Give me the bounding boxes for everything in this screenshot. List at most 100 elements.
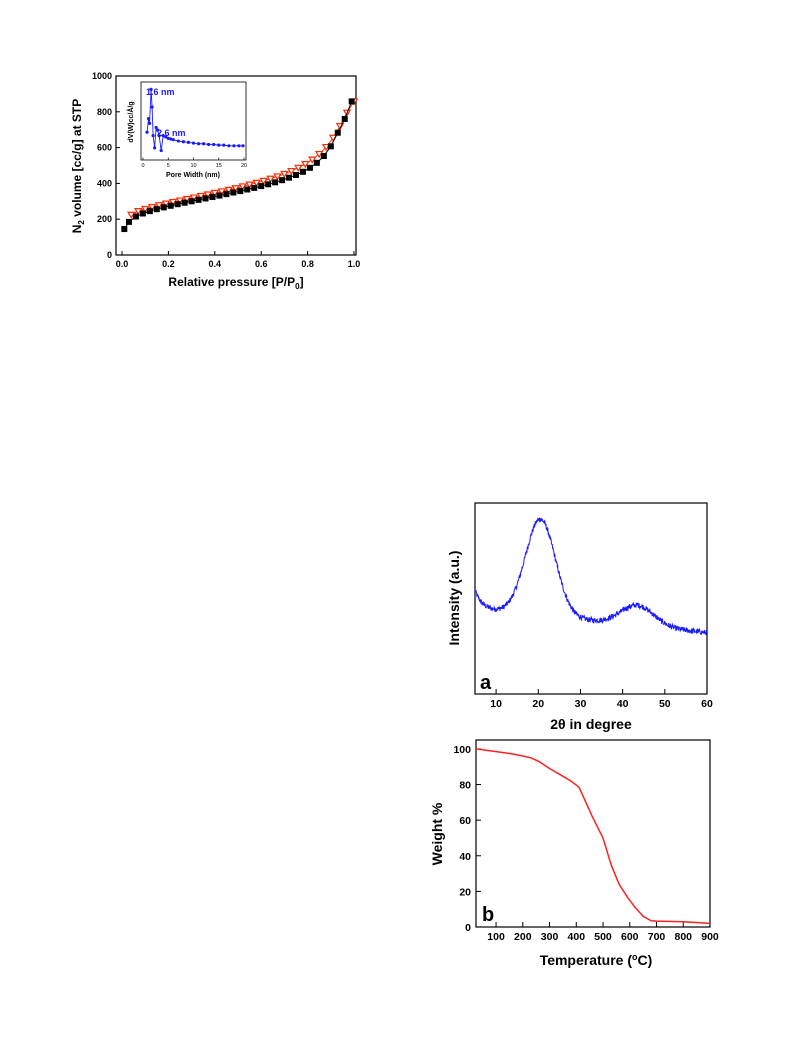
adsorption-point: [299, 168, 306, 175]
tga-x-tick-label: 900: [701, 931, 719, 943]
xrd-pattern-line: [474, 517, 708, 636]
desorption-point: [203, 191, 213, 199]
adsorption-point: [125, 218, 132, 225]
xrd-x-axis-label: 2θ in degree: [550, 716, 632, 732]
isotherm-x-tick-label: 0.8: [301, 259, 314, 269]
desorption-point: [127, 211, 136, 219]
pore-size-inset: 0 5 10 15 20 Pore Width (nm) dV(W)cc/Å/g 1.6…: [126, 81, 247, 179]
adsorption-point: [223, 191, 230, 198]
adsorption-point: [160, 204, 167, 211]
adsorption-point: [139, 210, 146, 217]
desorption-point: [245, 181, 254, 189]
tga-y-tick-label: 0: [465, 922, 471, 934]
psd-point: [237, 144, 241, 148]
xrd-x-tick-label: 30: [575, 698, 587, 710]
inset-y-axis-label: dV(W)cc/Å/g: [126, 101, 135, 142]
adsorption-point: [279, 177, 286, 184]
tga-y-tick-label: 40: [459, 851, 471, 863]
desorption-point: [133, 208, 143, 216]
isotherm-x-tick-label: 0.0: [116, 259, 129, 269]
psd-point: [151, 134, 155, 138]
inset-x-tick-label: 15: [216, 163, 222, 169]
psd-point: [153, 146, 157, 150]
psd-point: [145, 130, 149, 134]
adsorption-point: [306, 164, 313, 171]
isotherm-x-tick-label: 0.2: [162, 259, 175, 269]
adsorption-point: [293, 171, 299, 178]
isotherm-y-tick-label: 1000: [92, 71, 112, 81]
desorption-point: [182, 195, 192, 204]
adsorption-point: [121, 226, 128, 233]
tga-x-tick-label: 600: [621, 931, 639, 943]
tga-x-tick-label: 500: [594, 931, 612, 943]
isotherm-y-tick-label: 800: [97, 107, 112, 117]
xrd-x-tick-label: 10: [490, 698, 502, 710]
adsorption-point: [230, 189, 237, 196]
adsorption-point: [167, 202, 174, 209]
adsorption-point: [341, 115, 348, 122]
tga-chart: 0 20 40 60 80 100 100 200 300 400 500 600 700 800 900…: [429, 739, 719, 968]
tga-y-tick-label: 60: [459, 815, 471, 827]
desorption-point: [231, 185, 240, 193]
xrd-panel-label: a: [480, 672, 492, 694]
desorption-point: [168, 198, 178, 207]
tga-x-tick-label: 800: [674, 931, 692, 943]
isotherm-x-tick-label: 1.0: [348, 259, 361, 269]
desorption-point: [210, 189, 220, 198]
adsorption-point: [251, 184, 258, 191]
psd-point: [156, 128, 160, 132]
psd-point: [241, 144, 245, 148]
isotherm-plot-frame: [115, 75, 357, 256]
adsorption-point: [132, 213, 139, 220]
inset-x-tick-label: 10: [190, 163, 196, 169]
inset-x-tick-label: 5: [167, 163, 170, 169]
psd-point: [157, 134, 161, 138]
desorption-point: [154, 202, 164, 210]
tga-x-tick-label: 700: [648, 931, 666, 943]
adsorption-point: [195, 196, 202, 203]
desorption-point: [238, 183, 247, 191]
psd-point: [161, 134, 165, 138]
adsorption-point: [181, 199, 188, 206]
desorption-point: [224, 186, 233, 195]
adsorption-point: [202, 195, 209, 202]
tga-panel-label: b: [482, 904, 494, 926]
adsorption-point: [320, 153, 327, 160]
isotherm-x-axis-label: Relative pressure [P/P0]: [168, 275, 303, 291]
desorption-point: [266, 175, 275, 183]
tga-x-axis-label: Temperature (oC): [540, 952, 653, 968]
psd-point: [217, 143, 221, 147]
inset-x-tick-label: 20: [241, 163, 247, 169]
inset-x-axis-label: Pore Width (nm): [166, 172, 220, 179]
psd-point: [146, 117, 151, 121]
tga-x-tick-label: 200: [514, 931, 532, 943]
psd-point: [147, 121, 152, 125]
tga-plot-frame: [475, 739, 711, 928]
desorption-point: [259, 177, 268, 186]
desorption-point: [196, 192, 206, 201]
isotherm-y-tick-label: 0: [107, 250, 112, 260]
tga-weight-curve: [475, 748, 711, 925]
tga-y-tick-label: 80: [459, 780, 471, 792]
psd-point: [181, 140, 185, 144]
adsorption-point: [209, 194, 216, 201]
psd-point: [149, 87, 153, 91]
adsorption-point: [272, 179, 279, 186]
adsorption-point: [348, 98, 355, 105]
desorption-point: [314, 150, 324, 159]
tga-x-tick-label: 400: [568, 931, 586, 943]
xrd-y-axis-label: Intensity (a.u.): [446, 551, 462, 646]
adsorption-point: [188, 198, 195, 205]
desorption-point: [307, 156, 317, 164]
isotherm-y-tick-label: 200: [97, 214, 112, 224]
xrd-chart: 10 20 30 40 50 60 a 2θ in degree Intensity (a…: [446, 502, 713, 732]
adsorption-point: [313, 159, 320, 166]
xrd-x-tick-label: 40: [617, 698, 629, 710]
adsorption-point: [216, 192, 223, 199]
desorption-point: [147, 203, 157, 212]
xrd-x-tick-label: 20: [532, 698, 544, 710]
isotherm-y-tick-label: 400: [97, 178, 112, 188]
psd-point: [207, 142, 211, 147]
adsorption-point: [146, 208, 153, 215]
